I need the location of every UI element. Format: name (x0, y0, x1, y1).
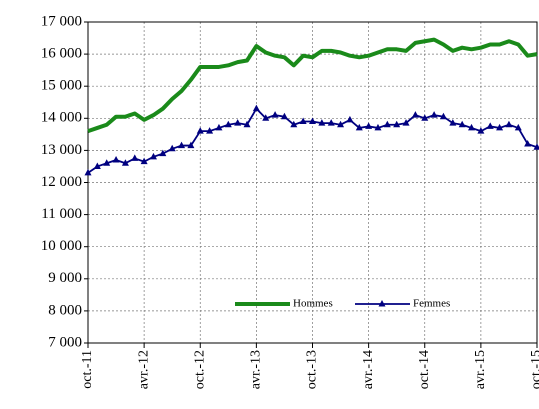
legend-label: Femmes (413, 298, 450, 310)
marker (112, 156, 120, 163)
plot-frame (87, 21, 538, 344)
y-tick-label: 8 000 (48, 302, 82, 318)
marker (224, 120, 232, 128)
marker (477, 127, 485, 134)
marker (346, 115, 354, 123)
marker (524, 139, 532, 147)
y-tick-label: 17 000 (41, 13, 82, 29)
x-tick-label: avr.-14 (361, 350, 376, 389)
x-tick-label: oct.-13 (305, 350, 320, 389)
marker (486, 122, 494, 129)
marker (280, 112, 288, 120)
y-tick-label: 12 000 (41, 174, 82, 190)
x-tick-label: oct.-14 (417, 350, 432, 389)
marker (262, 114, 270, 121)
y-tick-label: 13 000 (41, 142, 82, 158)
marker (206, 127, 214, 134)
marker (374, 123, 382, 131)
marker (318, 119, 326, 126)
x-tick-label: avr.-15 (473, 350, 488, 389)
marker (355, 123, 363, 131)
legend-label: Hommes (293, 298, 333, 310)
marker (187, 141, 195, 149)
x-tick-label: oct.-15 (529, 350, 539, 389)
marker (121, 159, 129, 166)
series-line (87, 37, 538, 134)
y-tick-label: 14 000 (41, 110, 82, 126)
marker (234, 119, 242, 126)
y-tick-label: 11 000 (41, 206, 82, 222)
marker (421, 114, 429, 121)
marker (93, 162, 101, 169)
marker (327, 119, 335, 126)
marker (533, 143, 539, 150)
marker (178, 141, 186, 149)
marker (449, 119, 457, 126)
y-tick-label: 9 000 (48, 270, 82, 286)
marker (365, 122, 373, 129)
marker (439, 112, 447, 120)
marker (309, 117, 316, 125)
y-tick-label: 15 000 (41, 78, 82, 94)
legend-marker (378, 300, 386, 307)
marker (458, 120, 466, 128)
marker (496, 123, 504, 131)
marker (159, 149, 167, 157)
marker (402, 119, 410, 126)
x-tick-label: oct.-11 (80, 350, 95, 389)
marker (514, 123, 522, 131)
marker (337, 120, 345, 128)
marker (103, 159, 111, 166)
y-tick-label: 10 000 (41, 238, 82, 254)
marker (430, 111, 438, 118)
marker (411, 111, 419, 118)
y-tick-label: 7 000 (48, 334, 82, 350)
marker (140, 157, 148, 165)
y-tick-label: 16 000 (41, 46, 82, 62)
marker (299, 117, 307, 125)
marker (271, 111, 279, 118)
marker (149, 152, 157, 160)
x-tick-label: avr.-13 (249, 350, 264, 389)
marker (131, 154, 139, 161)
marker (168, 144, 176, 152)
x-tick-label: oct.-12 (192, 350, 207, 389)
marker (84, 168, 92, 176)
x-tick-label: avr.-12 (136, 350, 151, 389)
marker (196, 127, 204, 134)
marker (383, 120, 391, 128)
marker (505, 120, 513, 128)
marker (252, 104, 260, 112)
marker (243, 120, 251, 128)
marker (290, 120, 298, 128)
marker (393, 120, 401, 128)
marker (215, 123, 223, 131)
marker (468, 123, 476, 131)
